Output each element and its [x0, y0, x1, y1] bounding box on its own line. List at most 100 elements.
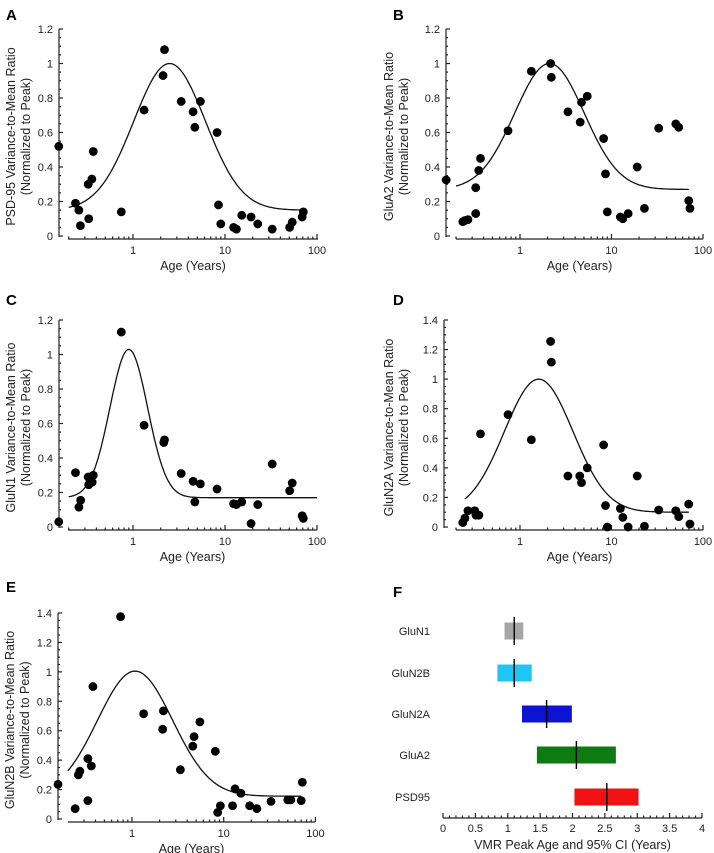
data-point: [267, 224, 277, 234]
x-tick-label: 1: [130, 536, 136, 548]
y-tick-label: 0.4: [37, 755, 52, 767]
y-tick-label: 1.4: [423, 315, 438, 327]
data-point: [88, 682, 98, 691]
data-point: [474, 510, 484, 520]
y-tick-label: 0.4: [423, 463, 438, 475]
data-point: [674, 122, 684, 132]
y-tick-label: 1.2: [37, 637, 52, 649]
data-point: [577, 478, 586, 488]
data-point: [88, 470, 98, 480]
data-point: [212, 484, 222, 494]
data-point: [503, 410, 513, 420]
y-tick-label: 1: [46, 667, 52, 679]
y-tick-label: 0.8: [425, 93, 440, 105]
data-point: [474, 166, 484, 175]
x-tick-label: 1: [130, 245, 136, 257]
data-point: [684, 499, 694, 509]
panel-letter: F: [393, 584, 402, 601]
panel-letter: B: [393, 7, 404, 24]
panel-a: A 0 0.2 0.4 0.6 0.8 1 1.2 1 10 100 Age (Years) PSD-9…: [4, 7, 326, 273]
data-point: [526, 435, 536, 445]
y-tick-label: 0.8: [38, 384, 53, 396]
data-point: [601, 501, 610, 510]
y-tick-label: 0.8: [38, 93, 53, 105]
category-label: GluN2A: [391, 709, 430, 721]
x-tick-label: 4: [699, 823, 705, 835]
y-tick-label: 0.6: [38, 128, 53, 140]
data-point: [75, 221, 85, 231]
data-point: [158, 71, 168, 80]
data-point: [253, 219, 263, 229]
data-point: [575, 117, 585, 127]
y-tick-label: 0.4: [425, 162, 440, 174]
data-point: [252, 804, 262, 814]
data-point: [546, 357, 556, 367]
data-point: [599, 440, 609, 450]
x-tick-label: 1: [517, 245, 523, 257]
y-tick-label: 0.8: [423, 404, 438, 416]
data-point: [253, 500, 263, 509]
x-tick-label: 2.5: [597, 823, 612, 835]
fit-curve: [455, 62, 689, 191]
data-point: [471, 183, 481, 193]
y-tick-label: 0.2: [425, 197, 440, 209]
data-point: [640, 204, 649, 213]
category-label: GluA2: [399, 750, 430, 762]
x-tick-label: 3.5: [662, 823, 677, 835]
data-point: [297, 777, 307, 787]
y-tick-label: 0.6: [37, 726, 52, 738]
data-point: [139, 709, 149, 719]
panel-letter: D: [393, 292, 404, 309]
data-point: [298, 513, 308, 523]
x-axis-label: Age (Years): [547, 550, 613, 564]
y-axis-label-2: (Normalized to Peak): [19, 369, 33, 486]
x-tick-label: 10: [218, 828, 230, 840]
panel-f: F GluN1 GluN2B GluN2A GluA2 PSD95 0 0.5 1 1.5 2 2.5…: [391, 584, 705, 852]
data-point: [287, 217, 297, 227]
data-point: [684, 196, 694, 206]
y-tick-label: 0: [46, 814, 52, 826]
panel-c: C 0 0.2 0.4 0.6 0.8 1 1.2 1 10 100 Age (Years) GluN1…: [4, 292, 326, 564]
data-point: [623, 209, 633, 218]
x-tick-label: 100: [308, 536, 326, 548]
data-point: [582, 91, 592, 101]
data-point: [231, 224, 241, 234]
data-point: [236, 788, 246, 798]
data-point: [84, 214, 94, 224]
data-point: [287, 478, 297, 488]
panel-letter: A: [6, 7, 17, 24]
data-point: [632, 162, 642, 172]
data-point: [71, 468, 80, 478]
data-point: [640, 521, 649, 531]
y-tick-label: 1.2: [38, 315, 53, 327]
data-point: [228, 801, 237, 811]
data-point: [116, 207, 126, 217]
data-point: [190, 122, 200, 132]
y-tick-label: 1: [47, 59, 53, 71]
panel-d: D 0 0.2 0.4 0.6 0.8 1 1.2 1.4 1 10 100 Age (Years) Gl…: [382, 292, 712, 564]
x-tick-label: 10: [605, 536, 617, 548]
x-tick-label: 1: [129, 828, 135, 840]
y-axis-label: PSD-95 Variance-to-Mean Ratio: [4, 47, 18, 225]
panel-letter: C: [6, 292, 17, 309]
y-tick-label: 1.4: [37, 608, 52, 620]
data-point: [176, 469, 186, 478]
category-label: GluN2B: [391, 668, 430, 680]
data-point: [575, 471, 585, 481]
category-label: PSD95: [395, 792, 430, 804]
data-point: [286, 795, 296, 805]
data-point: [159, 706, 168, 716]
y-tick-label: 1: [434, 59, 440, 71]
y-axis-label: GluN2A Variance-to-Mean Ratio: [382, 339, 396, 517]
panel-e: E 0 0.2 0.4 0.6 0.8 1 1.2 1.4 1 10 100 Age (Years) Gl…: [3, 579, 325, 853]
data-point: [602, 522, 612, 532]
x-tick-label: 1.5: [532, 823, 547, 835]
data-point: [139, 420, 149, 430]
y-tick-label: 1: [47, 350, 53, 362]
x-tick-label: 100: [694, 245, 712, 257]
data-point: [546, 59, 556, 68]
data-point: [476, 429, 485, 439]
x-tick-label: 100: [308, 245, 326, 257]
y-axis-label-2: (Normalized to Peak): [19, 78, 33, 195]
